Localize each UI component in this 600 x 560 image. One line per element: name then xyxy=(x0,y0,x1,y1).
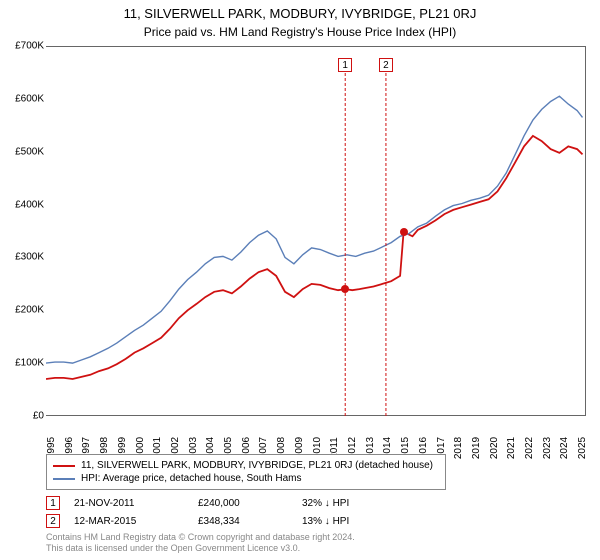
x-tick-label: 2022 xyxy=(524,437,535,459)
y-tick-label: £700K xyxy=(15,41,44,52)
y-tick-label: £400K xyxy=(15,199,44,210)
x-tick-label: 2025 xyxy=(577,437,588,459)
x-tick-label: 2021 xyxy=(506,437,517,459)
sales-row: 1 21-NOV-2011 £240,000 32% ↓ HPI xyxy=(46,494,392,512)
chart-sale-marker: 2 xyxy=(379,58,393,72)
x-tick-label: 2018 xyxy=(453,437,464,459)
sales-table: 1 21-NOV-2011 £240,000 32% ↓ HPI 2 12-MA… xyxy=(46,494,392,530)
y-tick-label: £100K xyxy=(15,358,44,369)
chart-subtitle: Price paid vs. HM Land Registry's House … xyxy=(0,21,600,39)
chart-title: 11, SILVERWELL PARK, MODBURY, IVYBRIDGE,… xyxy=(0,0,600,21)
chart-container: 11, SILVERWELL PARK, MODBURY, IVYBRIDGE,… xyxy=(0,0,600,560)
footer-line: This data is licensed under the Open Gov… xyxy=(46,543,355,554)
x-tick-label: 2020 xyxy=(489,437,500,459)
legend-label: 11, SILVERWELL PARK, MODBURY, IVYBRIDGE,… xyxy=(81,460,433,471)
legend-item: 11, SILVERWELL PARK, MODBURY, IVYBRIDGE,… xyxy=(53,459,439,472)
footer: Contains HM Land Registry data © Crown c… xyxy=(46,532,355,554)
legend-label: HPI: Average price, detached house, Sout… xyxy=(81,473,302,484)
sale-price: £240,000 xyxy=(198,498,288,509)
sale-point-icon xyxy=(341,285,349,293)
x-tick-label: 2023 xyxy=(542,437,553,459)
sale-marker-icon: 2 xyxy=(46,514,60,528)
sale-delta: 32% ↓ HPI xyxy=(302,498,392,509)
sale-delta: 13% ↓ HPI xyxy=(302,516,392,527)
y-tick-label: £600K xyxy=(15,93,44,104)
footer-line: Contains HM Land Registry data © Crown c… xyxy=(46,532,355,543)
chart-sale-marker: 1 xyxy=(338,58,352,72)
y-tick-label: £200K xyxy=(15,305,44,316)
sale-date: 12-MAR-2015 xyxy=(74,516,184,527)
sale-marker-icon: 1 xyxy=(46,496,60,510)
legend: 11, SILVERWELL PARK, MODBURY, IVYBRIDGE,… xyxy=(46,454,446,490)
sale-price: £348,334 xyxy=(198,516,288,527)
series-property xyxy=(46,136,583,379)
legend-item: HPI: Average price, detached house, Sout… xyxy=(53,472,439,485)
y-tick-label: £0 xyxy=(33,411,44,422)
line-series-layer xyxy=(46,46,586,416)
x-tick-label: 2019 xyxy=(471,437,482,459)
legend-swatch xyxy=(53,478,75,480)
y-tick-label: £300K xyxy=(15,252,44,263)
y-tick-label: £500K xyxy=(15,146,44,157)
sale-date: 21-NOV-2011 xyxy=(74,498,184,509)
x-tick-label: 2024 xyxy=(559,437,570,459)
series-hpi xyxy=(46,96,583,363)
sales-row: 2 12-MAR-2015 £348,334 13% ↓ HPI xyxy=(46,512,392,530)
sale-point-icon xyxy=(400,228,408,236)
legend-swatch xyxy=(53,465,75,467)
